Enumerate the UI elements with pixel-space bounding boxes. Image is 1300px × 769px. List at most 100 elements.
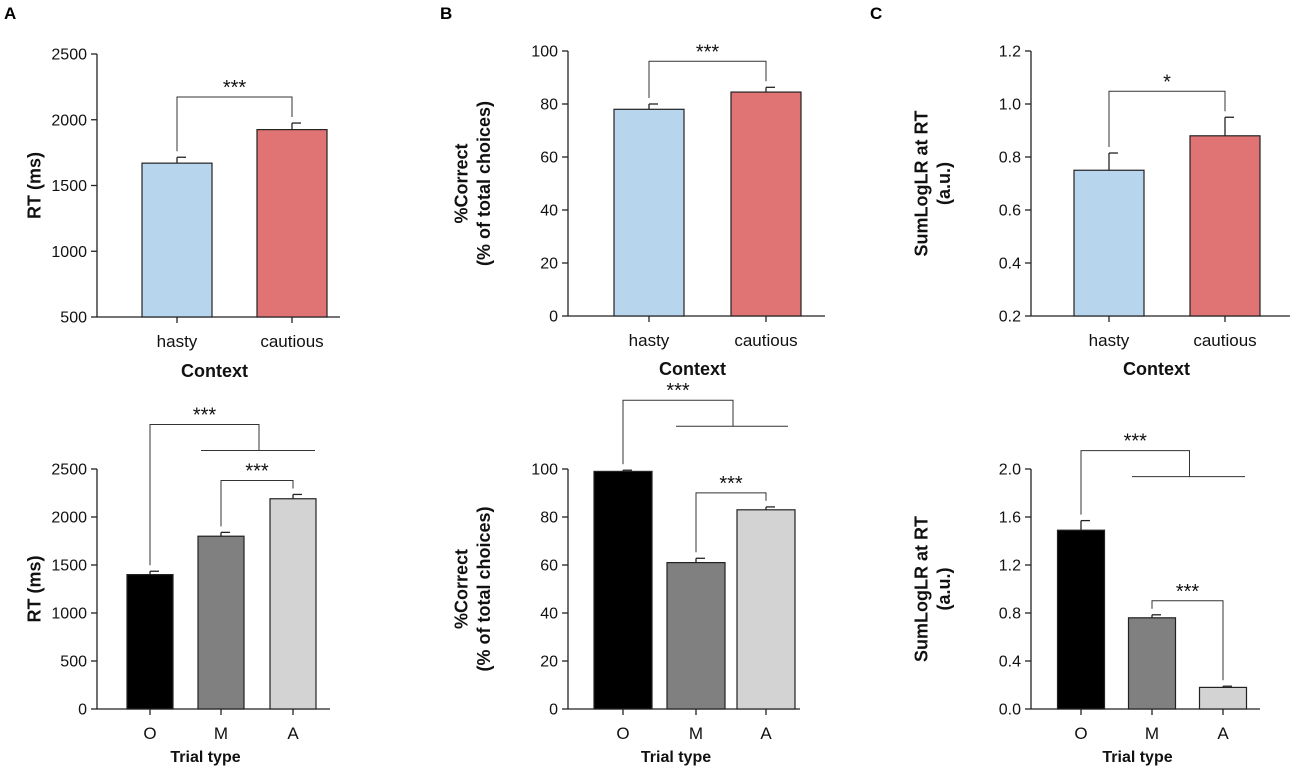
y-axis-title-line: RT (ms)	[24, 555, 44, 622]
y-tick-label: 1.0	[999, 97, 1021, 114]
y-tick-label: 1000	[51, 244, 87, 261]
bar-cautious	[1189, 135, 1261, 317]
y-tick-label: 2000	[51, 112, 87, 129]
bar-a	[1198, 686, 1248, 710]
y-axis-title: SumLogLR at RT (a.u.)	[911, 111, 954, 257]
y-tick-label: 80	[540, 510, 558, 527]
chart-b-top: 0 20 40 60 80 100 hasty cautious Context %Correct…	[451, 41, 825, 379]
bar-m	[197, 535, 245, 710]
significance-bracket	[176, 96, 293, 152]
y-tick-label: 2500	[51, 462, 87, 479]
x-tick-label-cautious: cautious	[260, 332, 323, 351]
y-tick-label: 60	[540, 150, 558, 167]
y-tick-label: 1.2	[999, 44, 1021, 61]
y-axis-title-line: (a.u.)	[934, 162, 954, 205]
x-axis-title: Context	[659, 359, 726, 379]
significance-bracket-group	[1080, 450, 1190, 515]
panel-letter-b: B	[440, 4, 452, 23]
panel-letter-c: C	[870, 4, 882, 23]
y-tick-label: 100	[531, 44, 558, 61]
x-axis-title: Trial type	[1102, 749, 1172, 766]
bar-a	[736, 509, 796, 710]
significance-stars: ***	[245, 460, 269, 482]
significance-stars: ***	[1176, 581, 1200, 603]
y-axis-title: RT (ms)	[24, 152, 44, 219]
panel-letter-a: A	[4, 4, 16, 23]
y-tick-label: 20	[540, 256, 558, 273]
bar-m	[666, 561, 726, 710]
y-axis-title: SumLogLR at RT (a.u.)	[911, 516, 954, 662]
significance-bracket	[1108, 90, 1226, 148]
y-tick-label: 0.4	[999, 256, 1021, 273]
bar-m	[1127, 617, 1177, 710]
x-tick-label-o: O	[143, 724, 156, 743]
y-tick-label: 0.4	[999, 654, 1021, 671]
y-tick-label: 1.6	[999, 510, 1021, 527]
x-tick-label-hasty: hasty	[629, 331, 670, 350]
x-tick-label-hasty: hasty	[157, 332, 198, 351]
y-tick-label: 1500	[51, 178, 87, 195]
x-tick-label-m: M	[1145, 724, 1159, 743]
y-tick-label: 2.0	[999, 462, 1021, 479]
x-axis-title: Trial type	[170, 749, 240, 766]
significance-stars: ***	[1124, 431, 1148, 453]
y-tick-label: 500	[60, 654, 87, 671]
chart-a-bottom: 0 500 1000 1500 2000 2500 O M A Trial type RT (ms)…	[24, 404, 330, 766]
y-tick-label: 0	[549, 702, 558, 719]
significance-stars: ***	[223, 77, 247, 99]
y-axis-title: RT (ms)	[24, 555, 44, 622]
y-axis-title-line: SumLogLR at RT	[911, 111, 931, 257]
y-axis-title: %Correct (% of total choices)	[451, 506, 494, 671]
bar-cautious	[256, 129, 328, 318]
y-tick-label: 100	[531, 462, 558, 479]
y-axis-title-line: SumLogLR at RT	[911, 516, 931, 662]
bar-hasty	[141, 162, 213, 318]
significance-bracket	[1151, 600, 1224, 681]
x-tick-label-m: M	[689, 724, 703, 743]
bar-o	[593, 470, 653, 710]
y-tick-label: 0.8	[999, 150, 1021, 167]
significance-stars: ***	[696, 41, 720, 63]
y-tick-label: 40	[540, 606, 558, 623]
bar-hasty	[1073, 169, 1145, 317]
y-tick-label: 80	[540, 97, 558, 114]
y-axis-title-line: (% of total choices)	[474, 506, 494, 671]
significance-stars: ***	[719, 473, 743, 495]
significance-stars: ***	[666, 380, 690, 402]
y-tick-label: 0.8	[999, 606, 1021, 623]
chart-a-top: 500 1000 1500 2000 2500 hasty cautious Context R…	[24, 47, 340, 381]
x-tick-label-o: O	[616, 724, 629, 743]
x-axis-title: Context	[181, 361, 248, 381]
x-tick-label-o: O	[1074, 724, 1087, 743]
chart-b-bottom: 0 20 40 60 80 100 O M A Trial type %Correct (% of t…	[451, 380, 800, 766]
y-tick-label: 40	[540, 203, 558, 220]
significance-bracket-group	[149, 423, 260, 566]
x-tick-label-cautious: cautious	[1193, 331, 1256, 350]
bar-o	[1056, 529, 1106, 710]
y-tick-label: 500	[60, 310, 87, 327]
y-axis-title-line: (% of total choices)	[474, 101, 494, 266]
y-axis-title-line: RT (ms)	[24, 152, 44, 219]
x-axis-title: Context	[1123, 359, 1190, 379]
x-tick-label-a: A	[760, 724, 772, 743]
x-tick-label-cautious: cautious	[734, 331, 797, 350]
significance-bracket-group	[622, 399, 734, 465]
significance-bracket	[695, 492, 767, 553]
x-tick-label-a: A	[287, 724, 299, 743]
y-axis-title-line: %Correct	[451, 143, 471, 223]
y-tick-label: 1000	[51, 606, 87, 623]
y-tick-label: 1500	[51, 558, 87, 575]
y-axis-title-line: %Correct	[451, 549, 471, 629]
y-tick-label: 0.0	[999, 702, 1021, 719]
y-axis-title-line: (a.u.)	[934, 567, 954, 610]
bar-o	[126, 573, 174, 710]
bar-hasty	[613, 108, 685, 317]
significance-stars: *	[1163, 71, 1171, 93]
y-axis-title: %Correct (% of total choices)	[451, 101, 494, 266]
x-axis-title: Trial type	[641, 749, 711, 766]
y-tick-label: 1.2	[999, 558, 1021, 575]
significance-bracket	[220, 479, 294, 527]
x-tick-label-m: M	[214, 724, 228, 743]
x-tick-label-hasty: hasty	[1089, 331, 1130, 350]
